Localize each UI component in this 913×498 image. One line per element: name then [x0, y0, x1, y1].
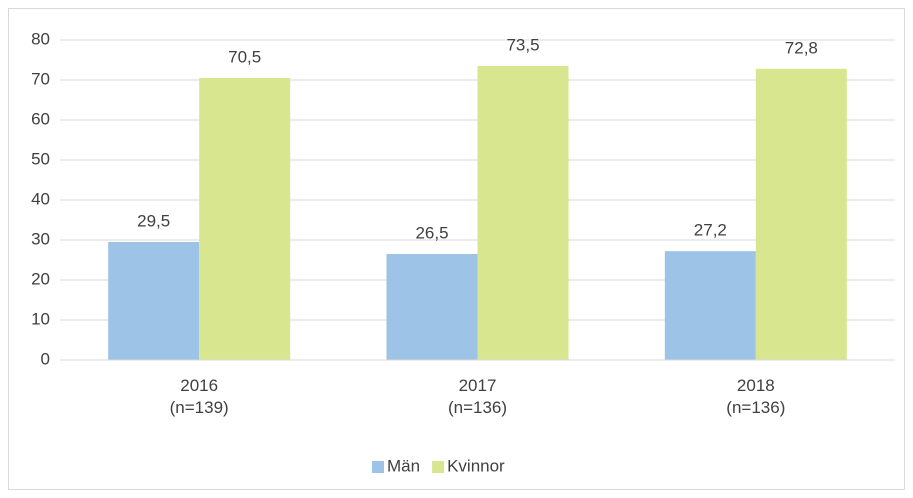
y-tick-label: 80 — [31, 29, 50, 48]
x-tick-label: 2016 (n=139) — [170, 376, 229, 417]
data-label: 27,2 — [694, 221, 727, 240]
x-tick-label-line: 2017 — [459, 376, 497, 395]
bar — [477, 66, 569, 360]
y-tick-label: 0 — [41, 349, 50, 368]
data-label: 26,5 — [415, 223, 448, 242]
y-tick-label: 70 — [31, 69, 50, 88]
y-tick-label: 60 — [31, 109, 50, 128]
y-tick-label: 50 — [31, 149, 50, 168]
x-tick-label: 2018 (n=136) — [726, 376, 785, 417]
y-tick-label: 40 — [31, 189, 50, 208]
bar — [108, 242, 200, 360]
data-label: 29,5 — [137, 211, 170, 230]
x-tick-label-line: (n=136) — [448, 398, 507, 417]
legend-swatch — [372, 461, 384, 473]
legend-swatch — [432, 461, 445, 473]
x-tick-label: 2017 (n=136) — [448, 376, 507, 417]
data-label: 73,5 — [506, 35, 539, 54]
y-tick-label: 20 — [31, 269, 50, 288]
bar — [386, 254, 478, 360]
x-tick-label-line: 2018 — [737, 376, 775, 395]
legend-label: Kvinnor — [447, 456, 505, 475]
x-tick-label-line: (n=136) — [726, 398, 785, 417]
bar — [199, 78, 291, 360]
y-tick-label: 10 — [31, 309, 50, 328]
bar — [664, 251, 756, 360]
legend-label: Män — [387, 456, 420, 475]
x-tick-label-line: 2016 — [180, 376, 218, 395]
bar — [755, 68, 847, 361]
y-tick-label: 30 — [31, 229, 50, 248]
x-tick-label-line: (n=139) — [170, 398, 229, 417]
data-label: 70,5 — [228, 47, 261, 66]
data-label: 72,8 — [785, 38, 818, 57]
